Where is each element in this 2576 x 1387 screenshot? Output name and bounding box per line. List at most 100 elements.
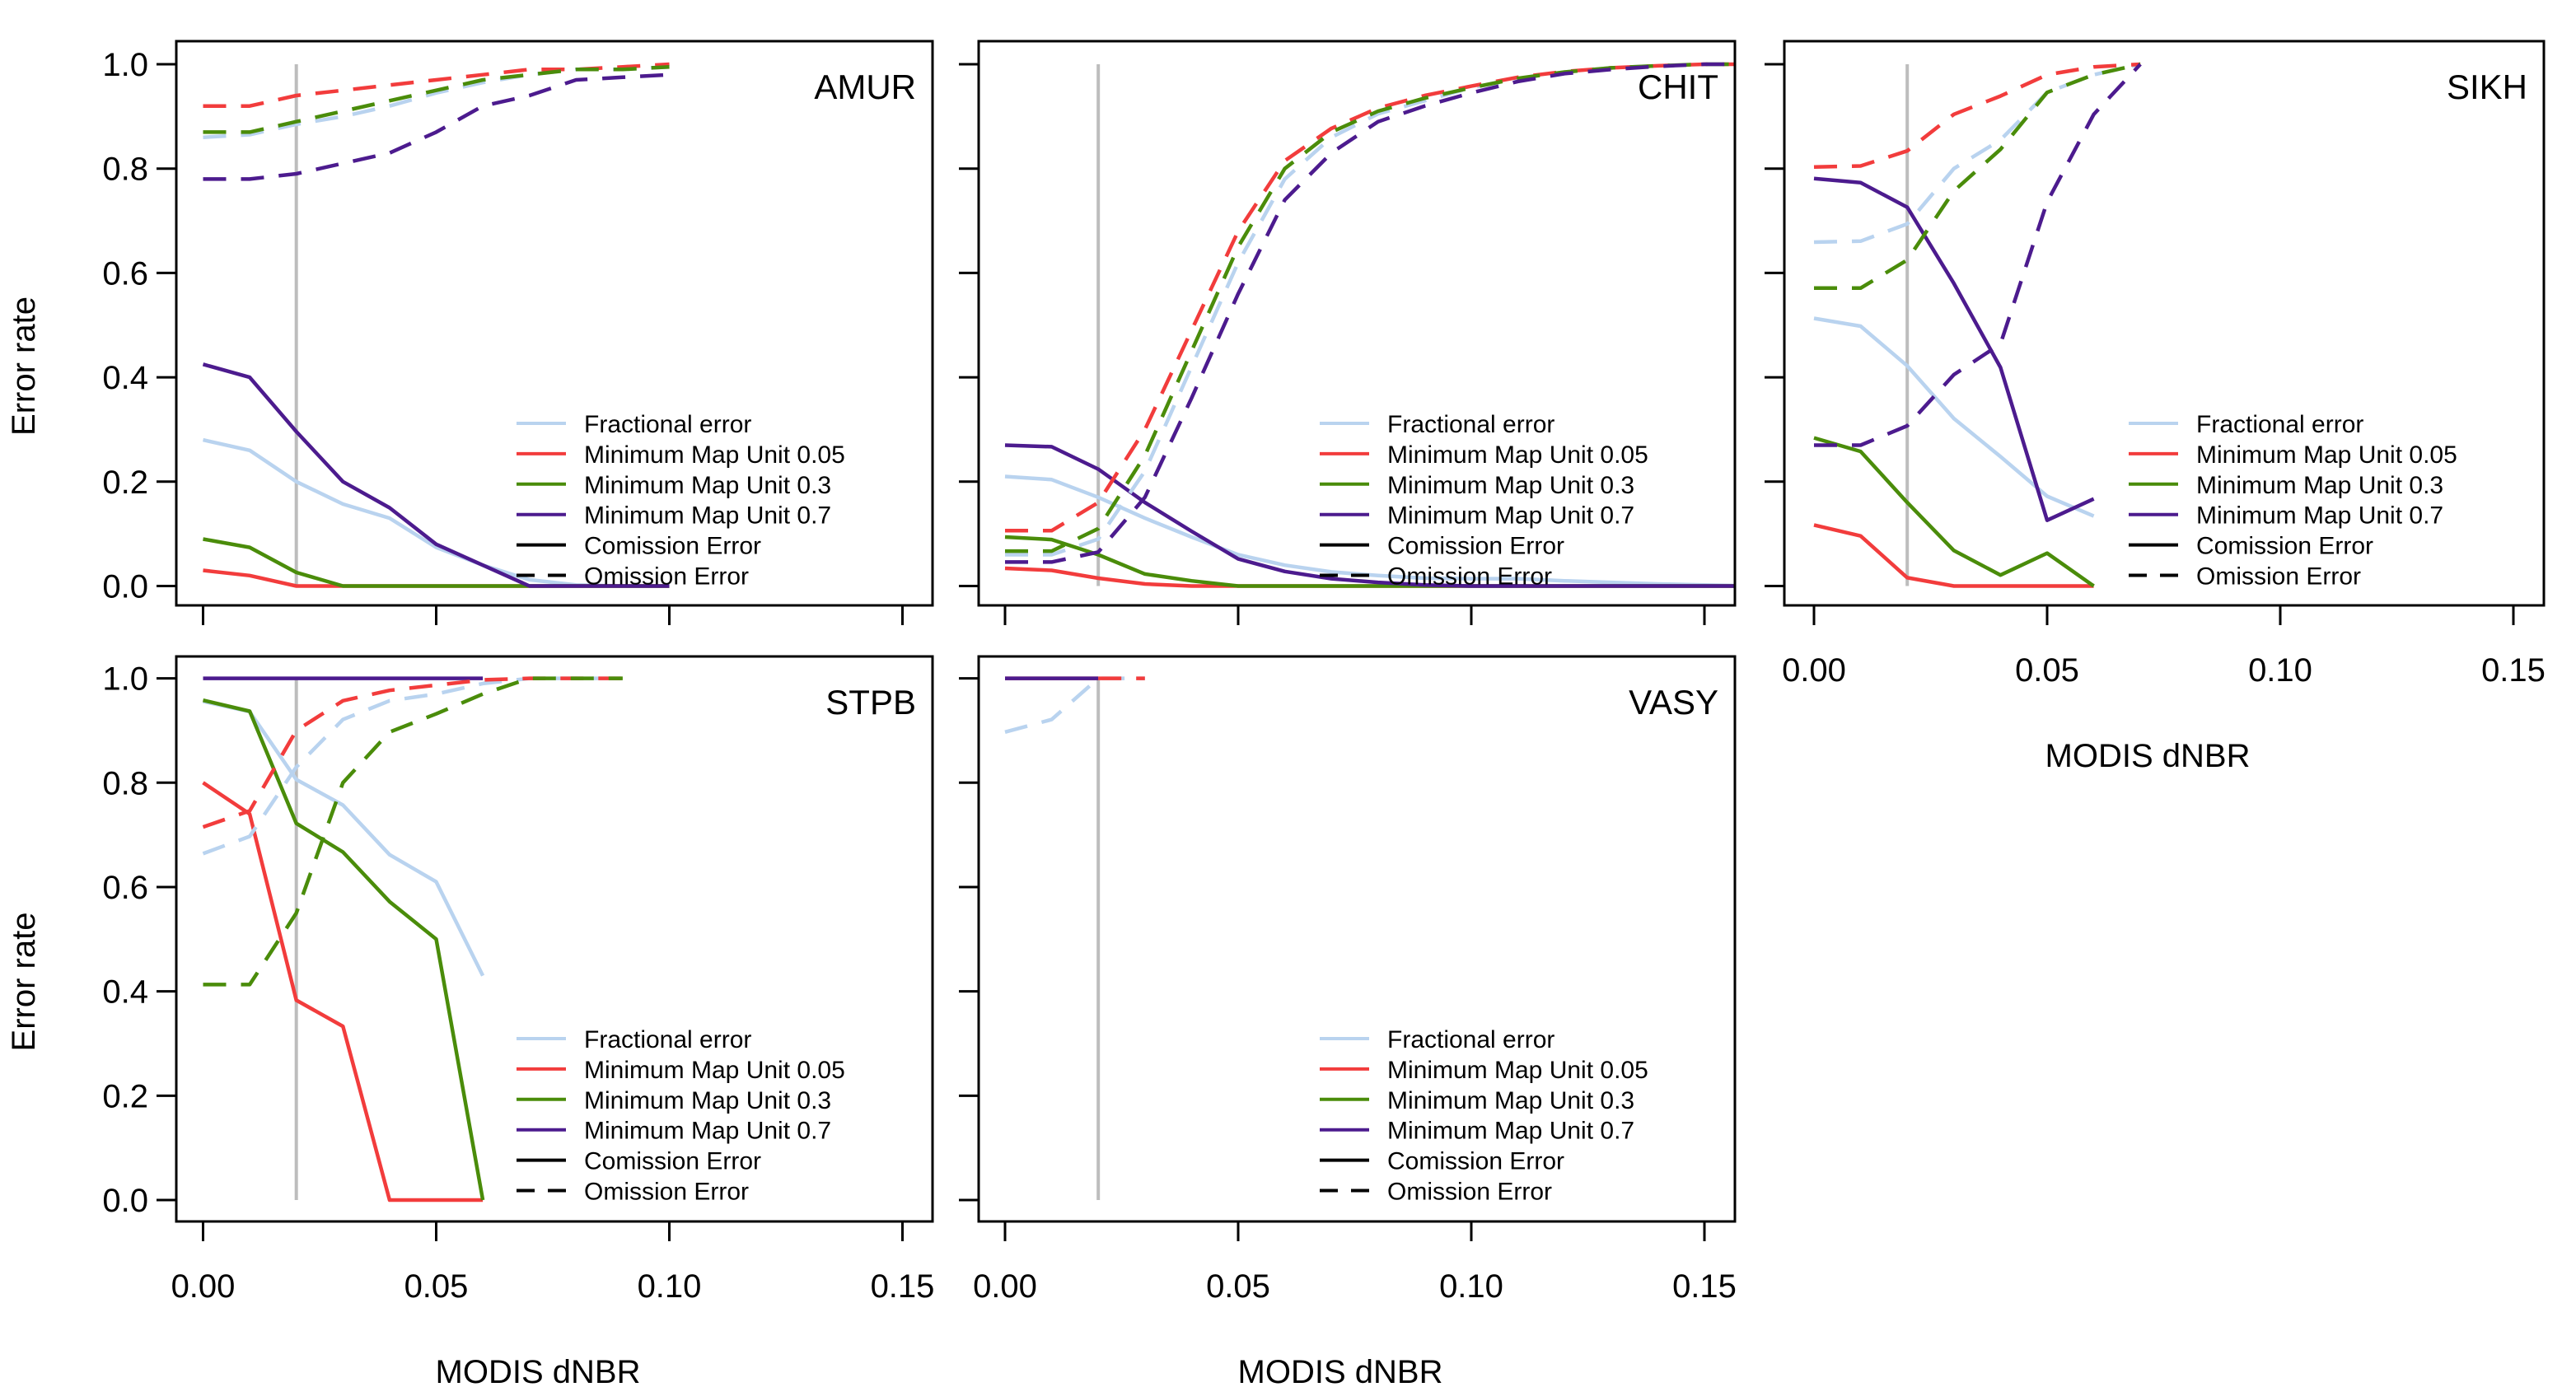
series-line-minimum-map-unit-0-05-omission (202, 676, 623, 829)
plot-frame (175, 40, 934, 607)
y-tick-label: 1.0 (102, 47, 148, 83)
x-tick-label: 0.05 (404, 1268, 469, 1305)
legend-label: Minimum Map Unit 0.7 (584, 1118, 831, 1145)
series-group (202, 62, 670, 588)
series-group (202, 676, 623, 1203)
x-tick-label: 0.15 (871, 1268, 935, 1305)
legend-label: Minimum Map Unit 0.7 (1387, 502, 1634, 530)
legend-label: Fractional error (584, 411, 751, 438)
x-tick-label: 0.10 (638, 1268, 702, 1305)
legend-label: Minimum Map Unit 0.7 (2196, 502, 2443, 530)
series-line-fractional-error-omission (203, 64, 670, 139)
y-tick-label: 0.0 (102, 1183, 148, 1219)
x-tick-label: 0.15 (2481, 652, 2546, 689)
series-line-minimum-map-unit-0-05-omission (203, 62, 670, 108)
panel-amur: 0.0 0.2 0.4 0.6 0.8 1.0 Error rate AMUR Fraction… (6, 40, 934, 625)
series-line-fractional-error-omission (202, 676, 623, 856)
y-tick-label: 0.4 (102, 360, 148, 396)
legend-label: Fractional error (2196, 411, 2363, 438)
y-tick-label: 0.0 (102, 569, 148, 605)
series-line-fractional-error-comission (1813, 316, 2095, 518)
y-tick-label: 1.0 (102, 661, 148, 698)
y-axis-title: Error rate (6, 297, 42, 436)
panel-vasy: 0.00 0.05 0.10 0.15 MODIS dNBR VASY Fractional… (959, 655, 1737, 1387)
series-line-fractional-error-omission (1004, 676, 1145, 734)
y-axis-title: Error rate (6, 913, 42, 1052)
x-tick-label: 0.00 (171, 1268, 236, 1305)
series-line-minimum-map-unit-0-3-comission (202, 698, 485, 1201)
series-line-minimum-map-unit-0-7-omission (203, 72, 670, 181)
x-tick-label: 0.10 (1439, 1268, 1503, 1305)
legend-label: Comission Error (584, 533, 761, 560)
legend-label: Minimum Map Unit 0.05 (1387, 441, 1648, 469)
x-tick-label: 0.00 (1782, 652, 1846, 689)
y-tick-label: 0.8 (102, 765, 148, 801)
legend: Fractional error Minimum Map Unit 0.05 Min… (1320, 411, 1648, 591)
panel-title: AMUR (814, 68, 916, 106)
legend-label: Minimum Map Unit 0.7 (584, 502, 831, 530)
series-line-minimum-map-unit-0-05-comission (202, 781, 484, 1203)
plot-frame (977, 655, 1737, 1223)
series-line-fractional-error-comission (1004, 474, 1735, 588)
legend-label: Comission Error (1387, 533, 1564, 560)
plot-frame (1783, 40, 2546, 607)
legend-label: Omission Error (584, 1179, 749, 1206)
legend-label: Minimum Map Unit 0.05 (584, 1057, 845, 1084)
plot-frame (175, 655, 934, 1223)
x-axis-title: MODIS dNBR (2045, 738, 2251, 774)
series-group (1813, 62, 2142, 588)
x-tick-label: 0.05 (1206, 1268, 1270, 1305)
legend-label: Minimum Map Unit 0.05 (2196, 441, 2457, 469)
x-tick-label: 0.15 (1672, 1268, 1737, 1305)
legend-label: Minimum Map Unit 0.3 (584, 1087, 831, 1114)
series-line-fractional-error-omission (1005, 62, 1735, 557)
series-line-fractional-error-omission (1813, 62, 2141, 245)
legend-label: Fractional error (1387, 1026, 1554, 1053)
legend-label: Comission Error (584, 1148, 761, 1175)
panel-sikh: 0.00 0.05 0.10 0.15 MODIS dNBR SIKH Fractional… (1765, 40, 2546, 774)
series-line-minimum-map-unit-0-7-comission (1813, 176, 2095, 522)
panel-title: SIKH (2447, 68, 2527, 106)
panel-title: STPB (825, 683, 916, 722)
legend: Fractional error Minimum Map Unit 0.05 Min… (1320, 1026, 1648, 1206)
series-line-minimum-map-unit-0-3-omission (1814, 62, 2141, 291)
x-tick-label: 0.00 (973, 1268, 1037, 1305)
panel-title: VASY (1629, 683, 1718, 722)
y-tick-label: 0.2 (102, 465, 148, 501)
plot-frame (977, 40, 1737, 607)
series-line-minimum-map-unit-0-3-omission (203, 64, 670, 134)
legend-label: Comission Error (2196, 533, 2373, 560)
y-tick-label: 0.2 (102, 1078, 148, 1114)
panel-stpb: 0.0 0.2 0.4 0.6 0.8 1.0 0.00 0.05 0.10 0.15 MODIS … (6, 655, 935, 1387)
y-tick-label: 0.6 (102, 255, 148, 292)
panel-title: CHIT (1638, 68, 1718, 106)
legend-label: Minimum Map Unit 0.3 (584, 472, 831, 499)
legend-label: Omission Error (584, 563, 749, 591)
x-axis-title: MODIS dNBR (436, 1354, 641, 1387)
x-tick-label: 0.05 (2015, 652, 2079, 689)
series-line-minimum-map-unit-0-7-comission (202, 362, 670, 588)
legend: Fractional error Minimum Map Unit 0.05 Min… (517, 411, 845, 591)
panel-chit: CHIT Fractional error Minimum Map Unit 0.0… (959, 40, 1737, 625)
series-line-minimum-map-unit-0-3-omission (203, 676, 623, 987)
series-line-minimum-map-unit-0-7-omission (1005, 62, 1735, 564)
legend-label: Minimum Map Unit 0.05 (584, 441, 845, 469)
series-line-minimum-map-unit-0-3-omission (1005, 62, 1735, 553)
x-tick-label: 0.10 (2248, 652, 2312, 689)
y-tick-label: 0.4 (102, 974, 148, 1011)
series-line-minimum-map-unit-0-05-omission (1813, 62, 2141, 170)
legend-label: Minimum Map Unit 0.05 (1387, 1057, 1648, 1084)
legend-label: Omission Error (1387, 1179, 1552, 1206)
x-axis-title: MODIS dNBR (1238, 1354, 1443, 1387)
legend-label: Omission Error (1387, 563, 1552, 591)
legend-label: Minimum Map Unit 0.7 (1387, 1118, 1634, 1145)
legend-label: Fractional error (584, 1026, 751, 1053)
legend: Fractional error Minimum Map Unit 0.05 Min… (517, 1026, 845, 1206)
series-line-minimum-map-unit-0-3-comission (1813, 436, 2095, 588)
y-tick-label: 0.8 (102, 152, 148, 188)
legend-label: Minimum Map Unit 0.3 (1387, 1087, 1634, 1114)
legend-label: Fractional error (1387, 411, 1554, 438)
y-tick-label: 0.6 (102, 870, 148, 906)
legend: Fractional error Minimum Map Unit 0.05 Min… (2129, 411, 2457, 591)
